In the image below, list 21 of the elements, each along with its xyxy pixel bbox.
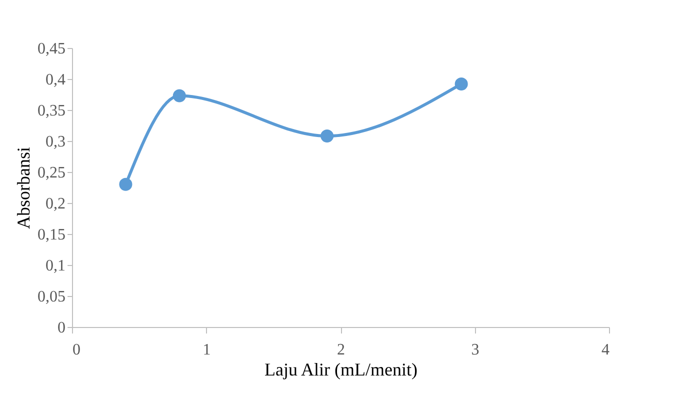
y-axis-title: Absorbansi: [14, 147, 34, 229]
y-tick-label: 0,15: [38, 226, 66, 244]
y-tick-label: 0,3: [46, 134, 66, 150]
x-tick-label: 0: [72, 342, 80, 358]
x-tick-label: 4: [602, 342, 610, 358]
y-tick-label: 0,2: [46, 196, 66, 212]
y-tick-label: 0,35: [38, 102, 66, 120]
y-tick-label: 0,4: [46, 72, 66, 88]
x-tick-label: 3: [471, 342, 480, 358]
point: [119, 178, 132, 191]
x-tick-label: 1: [202, 342, 211, 358]
y-tick-label: 0,45: [38, 40, 66, 58]
y-tick-label: 0,05: [38, 288, 66, 306]
point: [320, 130, 334, 143]
x-tick-label: 2: [337, 342, 345, 358]
y-tick-label: 0,1: [46, 258, 66, 274]
x-axis-title: Laju Alir (mL/menit): [264, 360, 418, 380]
point: [172, 89, 186, 102]
point: [454, 77, 468, 90]
y-tick-label: 0: [58, 320, 66, 336]
y-tick-label: 0,25: [38, 164, 66, 182]
